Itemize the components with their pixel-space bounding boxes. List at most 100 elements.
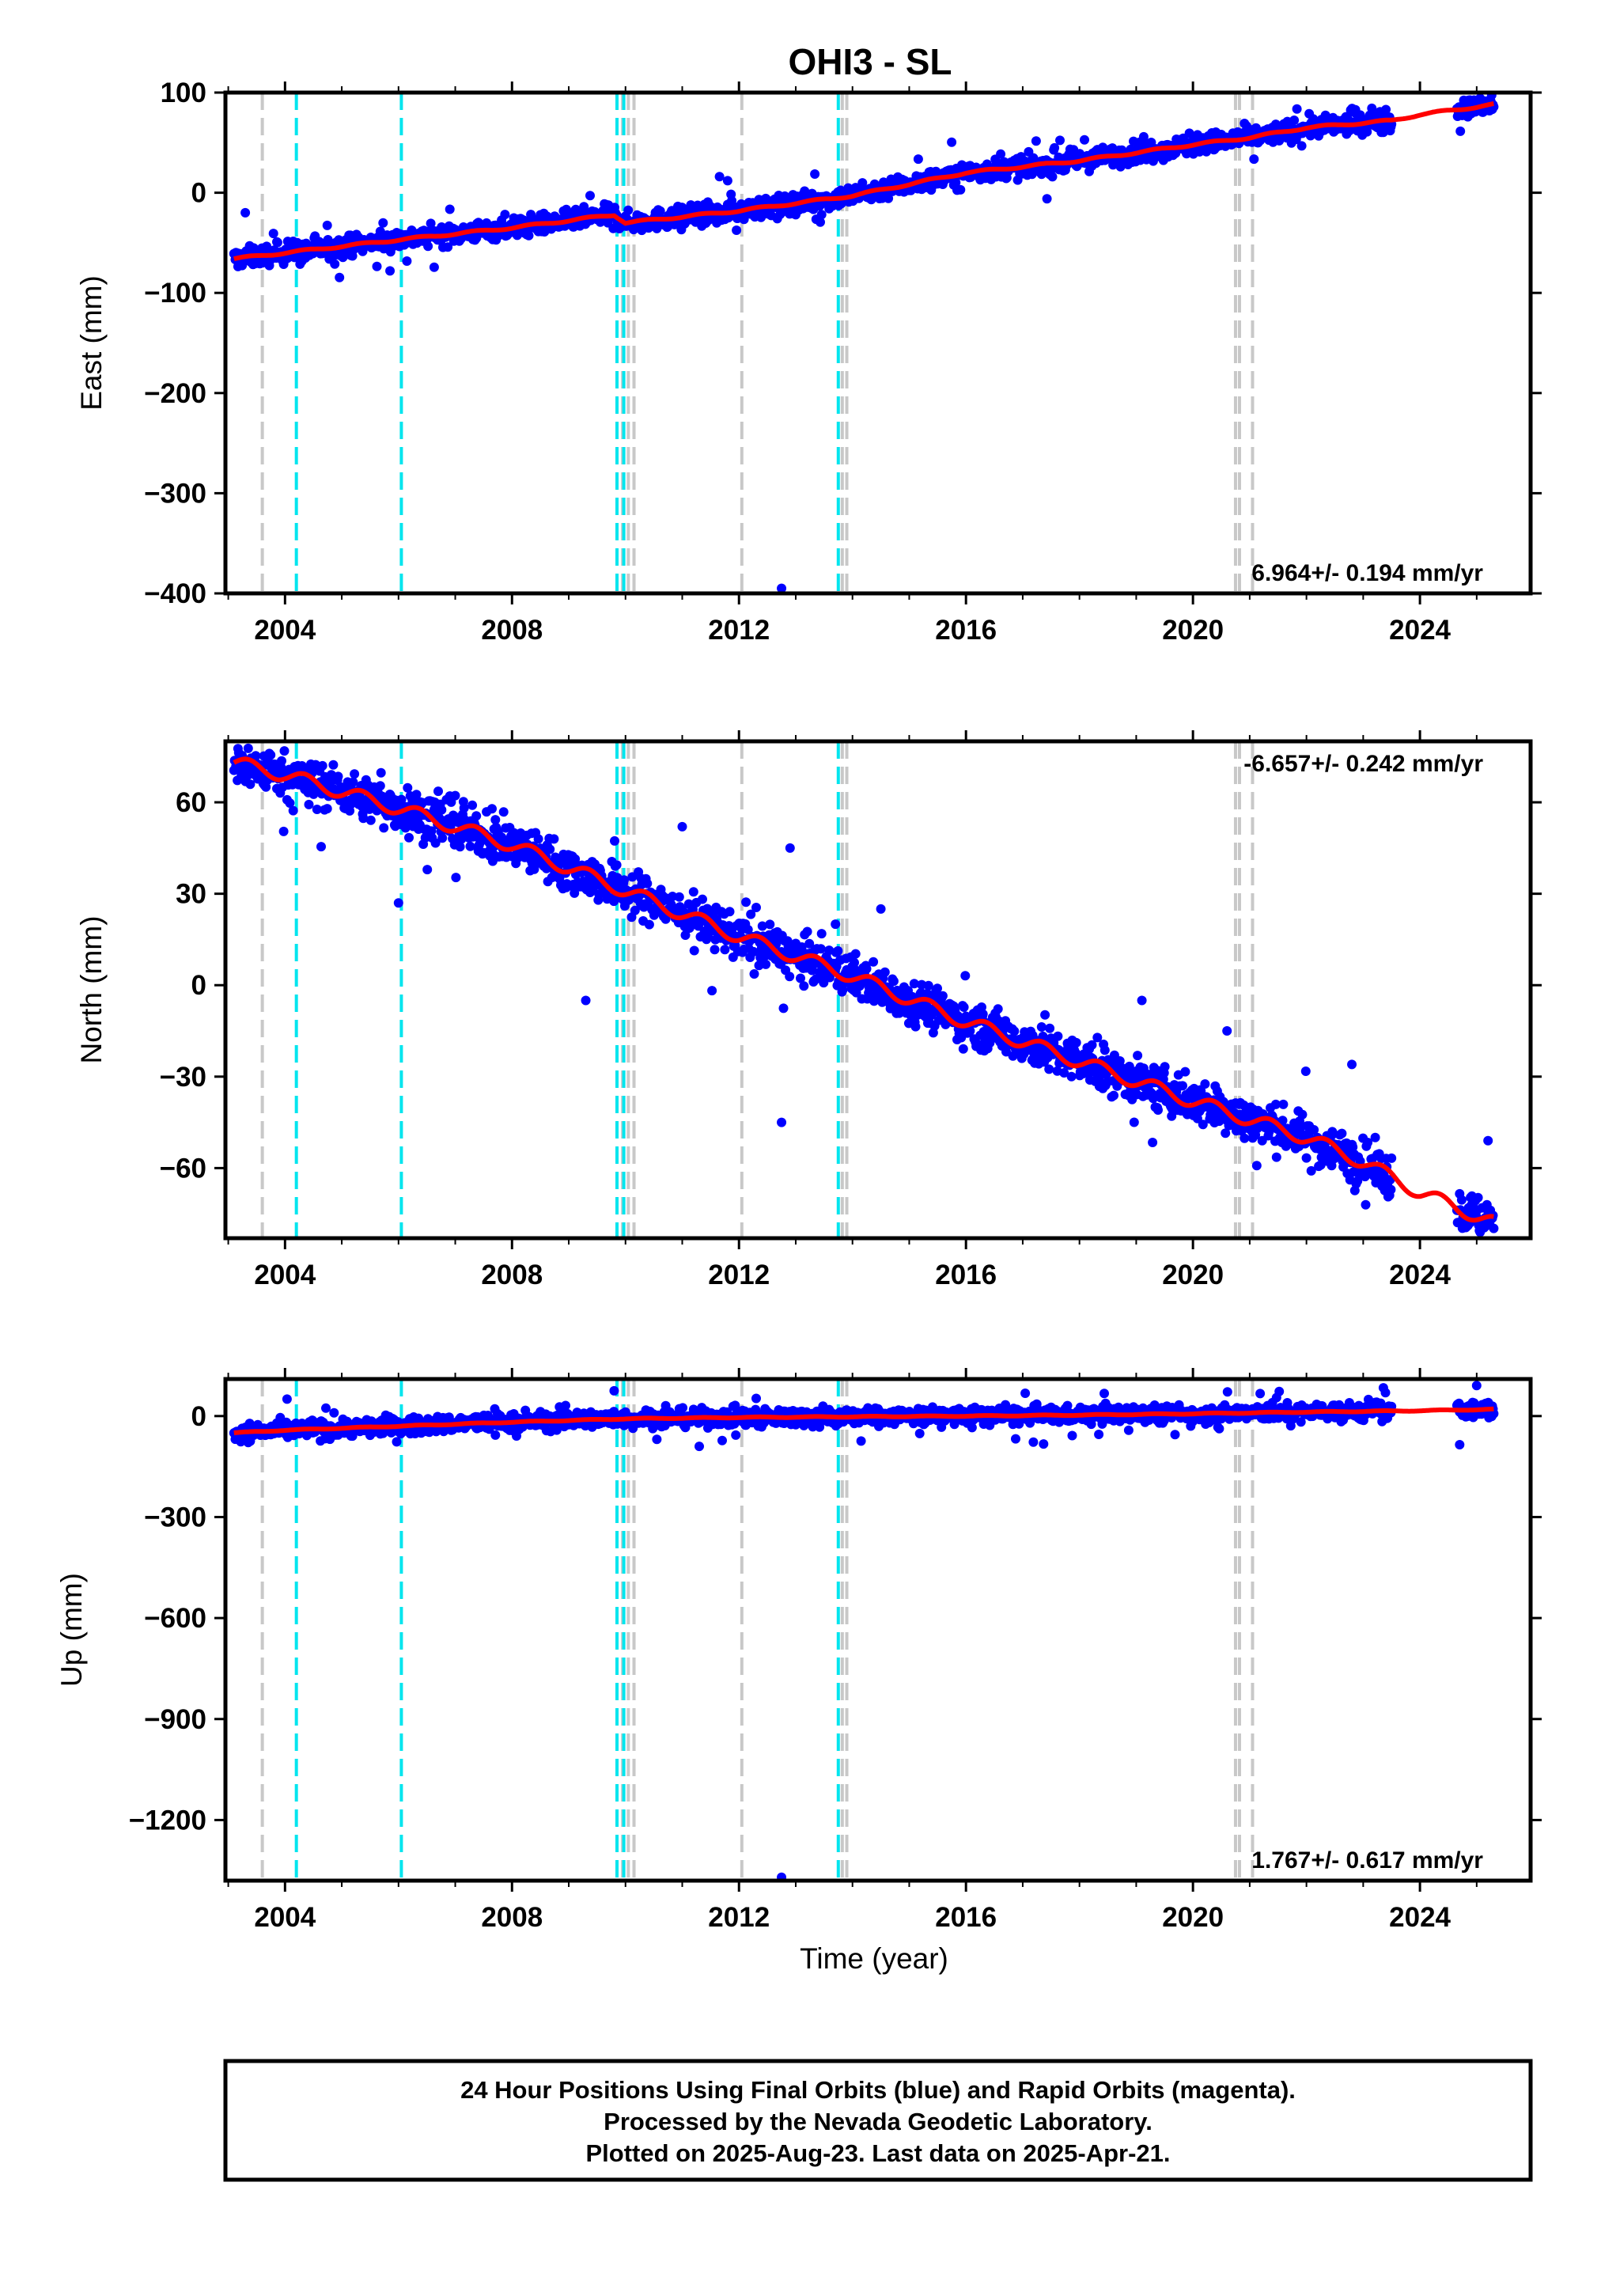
x-tick-label: 2004	[254, 615, 316, 646]
data-point	[443, 242, 453, 252]
data-point	[1337, 1128, 1347, 1139]
data-point	[732, 225, 742, 235]
data-point	[1047, 172, 1058, 182]
data-point	[1080, 135, 1089, 145]
data-point	[437, 833, 448, 843]
data-point	[816, 929, 827, 939]
east-panel: 2004 2008 2012 2016 2020 20241000−100−200−300…	[75, 78, 1542, 646]
data-point	[279, 746, 290, 756]
data-point	[467, 800, 478, 810]
data-point	[433, 786, 443, 797]
data-point	[1062, 1400, 1073, 1411]
data-points	[229, 93, 1499, 593]
y-tick-label: 100	[161, 78, 206, 108]
data-point	[1251, 1161, 1262, 1171]
data-point	[816, 217, 825, 227]
data-point	[1067, 1430, 1077, 1441]
data-point	[947, 137, 957, 147]
outlier-point	[677, 821, 687, 832]
data-point	[1456, 1195, 1467, 1205]
data-point	[471, 811, 482, 821]
data-point	[1473, 1192, 1483, 1203]
data-point	[545, 844, 555, 854]
data-point	[731, 1430, 741, 1440]
data-point	[1031, 136, 1041, 146]
data-point	[266, 750, 276, 760]
data-point	[1160, 1062, 1170, 1072]
data-point	[251, 751, 261, 761]
data-point	[996, 149, 1006, 159]
data-point	[1153, 1105, 1163, 1115]
data-point	[1087, 1040, 1097, 1050]
x-tick-label: 2016	[935, 615, 997, 646]
data-point	[748, 946, 759, 957]
data-point	[1036, 1022, 1047, 1032]
data-point	[400, 823, 411, 833]
data-point	[725, 907, 735, 917]
data-point	[1020, 1389, 1031, 1398]
data-point	[278, 826, 289, 836]
x-tick-label: 2020	[1162, 1260, 1224, 1290]
data-point	[810, 169, 820, 179]
data-points	[229, 743, 1499, 1238]
data-point	[376, 767, 386, 778]
data-point	[857, 178, 868, 188]
data-point	[1040, 1010, 1050, 1020]
data-point	[498, 807, 509, 817]
data-point	[402, 256, 412, 266]
data-point	[1271, 1152, 1281, 1162]
plot-area	[229, 741, 1499, 1238]
data-point	[655, 206, 665, 216]
x-tick-label: 2016	[935, 1260, 997, 1290]
data-point	[850, 949, 861, 959]
data-point	[422, 865, 433, 875]
y-tick-label: 0	[191, 178, 206, 209]
outlier-point	[1222, 1026, 1232, 1036]
y-tick-label: 60	[176, 787, 206, 818]
data-point	[1455, 126, 1466, 136]
data-point	[570, 888, 580, 898]
data-point	[1361, 1199, 1371, 1210]
data-point	[328, 760, 339, 770]
data-point	[500, 210, 510, 220]
outlier-point	[785, 843, 795, 853]
data-point	[282, 1394, 292, 1404]
data-point	[316, 842, 326, 852]
data-point	[1363, 1138, 1373, 1147]
data-point	[1009, 1026, 1020, 1036]
data-point	[710, 945, 720, 955]
data-point	[1270, 1099, 1281, 1109]
data-point	[1053, 1031, 1063, 1041]
data-point	[642, 878, 653, 888]
data-point	[910, 1021, 921, 1032]
data-point	[445, 204, 455, 214]
data-point	[490, 1430, 501, 1440]
data-point	[1050, 142, 1060, 153]
data-point	[958, 1044, 968, 1054]
data-point	[1100, 1045, 1110, 1055]
x-tick-label: 2004	[254, 1260, 316, 1290]
outlier-point	[876, 904, 886, 914]
data-point	[365, 815, 376, 825]
plot-frame	[223, 90, 1533, 596]
data-point	[956, 184, 966, 195]
data-point	[430, 838, 441, 848]
data-point	[1014, 1419, 1024, 1429]
outlier-point	[385, 266, 396, 276]
data-point	[1367, 103, 1377, 113]
data-point	[465, 841, 475, 851]
data-point	[778, 1003, 789, 1013]
data-point	[322, 220, 332, 230]
data-point	[285, 798, 295, 808]
data-point	[869, 957, 879, 967]
data-point	[1277, 1116, 1288, 1126]
data-point	[797, 942, 807, 952]
data-point	[379, 823, 389, 833]
data-point	[888, 976, 899, 987]
data-point	[923, 980, 933, 991]
rate-label: -6.657+/- 0.242 mm/yr	[1243, 751, 1483, 777]
data-point	[668, 892, 678, 901]
data-point	[1386, 1184, 1396, 1195]
data-point	[751, 903, 761, 912]
